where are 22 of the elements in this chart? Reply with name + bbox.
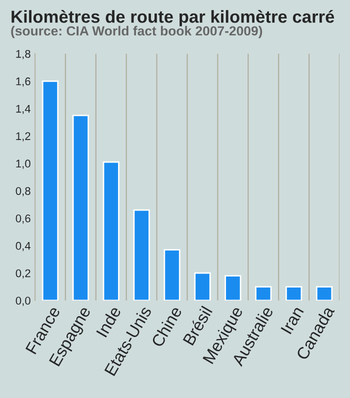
chart-subtitle: (source: CIA World fact book 2007-2009) [11,26,262,38]
bar [224,275,242,300]
y-tick-label: 0,8 [16,187,30,196]
bar [164,249,180,300]
y-tick-label: 0,4 [16,242,31,252]
y-tick-label: 1,4 [16,104,31,114]
bar [286,286,302,300]
y-tick-label: 0,0 [16,296,30,306]
bar [72,114,89,300]
bar [133,209,150,300]
y-tick-label: 1,0 [16,160,30,169]
y-tick-label: 1,6 [16,77,30,87]
y-tick-label: 0,2 [16,269,30,279]
bar [255,286,272,300]
y-tick-label: 1,2 [16,132,30,142]
y-tick-label: 1,8 [16,50,30,60]
y-tick-label: 0,6 [16,214,30,224]
chart-title: Kilomètres de route par kilomètre carré [12,10,334,26]
bar [316,286,333,300]
bar [102,161,120,300]
bar [42,80,59,300]
bar [194,272,211,300]
